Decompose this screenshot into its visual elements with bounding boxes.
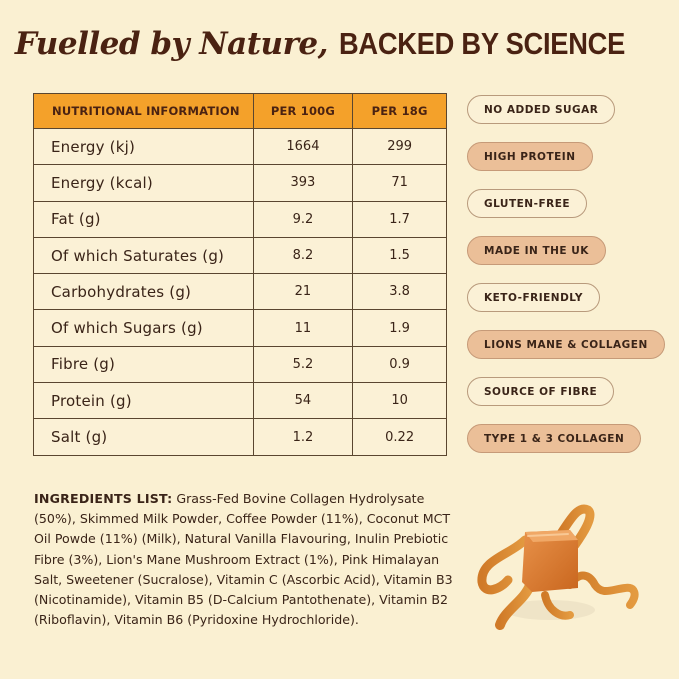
title-caps: BACKED BY SCIENCE [339,26,626,61]
table-row: Salt (g) 1.2 0.22 [33,418,447,456]
value-per-18g: 0.9 [352,345,447,384]
value-per-100g: 393 [252,164,354,202]
nutrient-label: Protein (g) [33,382,254,420]
column-header-nutrient: NUTRITIONAL INFORMATION [33,93,254,129]
column-header-per-100g: PER 100G [252,93,354,129]
value-per-18g: 10 [352,382,447,420]
caramel-image [477,504,639,630]
column-header-per-18g: PER 18G [352,93,447,129]
nutrient-label: Fat (g) [33,200,254,238]
badge-keto-friendly: KETO-FRIENDLY [467,283,600,312]
value-per-100g: 1664 [252,127,354,166]
value-per-100g: 5.2 [252,345,354,384]
badge-source-of-fibre: SOURCE OF FIBRE [467,377,615,406]
value-per-18g: 1.5 [352,236,447,275]
ingredients-heading: INGREDIENTS LIST: [34,491,173,506]
nutrient-label: Energy (kj) [33,127,254,166]
table-row: Protein (g) 54 10 [33,382,447,420]
table-header-row: NUTRITIONAL INFORMATION PER 100G PER 18G [33,93,447,129]
nutrient-label: Of which Sugars (g) [33,309,254,347]
value-per-18g: 299 [352,127,447,166]
value-per-18g: 3.8 [352,273,447,311]
badge-high-protein: HIGH PROTEIN [467,142,593,171]
nutrient-label: Of which Saturates (g) [33,236,254,275]
badge-no-added-sugar: NO ADDED SUGAR [467,95,616,124]
value-per-100g: 9.2 [252,200,354,238]
nutrition-table: NUTRITIONAL INFORMATION PER 100G PER 18G… [33,93,447,456]
table-row: Energy (kj) 1664 299 [33,127,447,166]
ingredients-text: Grass-Fed Bovine Collagen Hydrolysate (5… [34,491,453,628]
table-row: Fat (g) 9.2 1.7 [33,200,447,238]
table-row: Of which Sugars (g) 11 1.9 [33,309,447,347]
page-title: Fuelled by Nature, BACKED BY SCIENCE [0,24,679,62]
value-per-18g: 1.7 [352,200,447,238]
value-per-18g: 0.22 [352,418,447,456]
value-per-18g: 71 [352,164,447,202]
ingredients-list: INGREDIENTS LIST: Grass-Fed Bovine Colla… [34,489,454,630]
title-italic: Fuelled by Nature, [14,26,329,62]
value-per-100g: 54 [252,382,354,420]
badge-made-in-uk: MADE IN THE UK [467,236,606,265]
table-row: Energy (kcal) 393 71 [33,164,447,202]
value-per-100g: 1.2 [252,418,354,456]
table-row: Of which Saturates (g) 8.2 1.5 [33,236,447,275]
table-row: Fibre (g) 5.2 0.9 [33,345,447,384]
table-row: Carbohydrates (g) 21 3.8 [33,273,447,311]
nutrient-label: Salt (g) [33,418,254,456]
value-per-100g: 8.2 [252,236,354,275]
nutrient-label: Carbohydrates (g) [33,273,254,311]
badge-lions-mane-collagen: LIONS MANE & COLLAGEN [467,330,665,359]
value-per-100g: 11 [252,309,354,347]
badge-gluten-free: GLUTEN-FREE [467,189,588,218]
value-per-18g: 1.9 [352,309,447,347]
badge-type-1-3-collagen: TYPE 1 & 3 COLLAGEN [467,424,642,453]
nutrient-label: Fibre (g) [33,345,254,384]
value-per-100g: 21 [252,273,354,311]
nutrient-label: Energy (kcal) [33,164,254,202]
